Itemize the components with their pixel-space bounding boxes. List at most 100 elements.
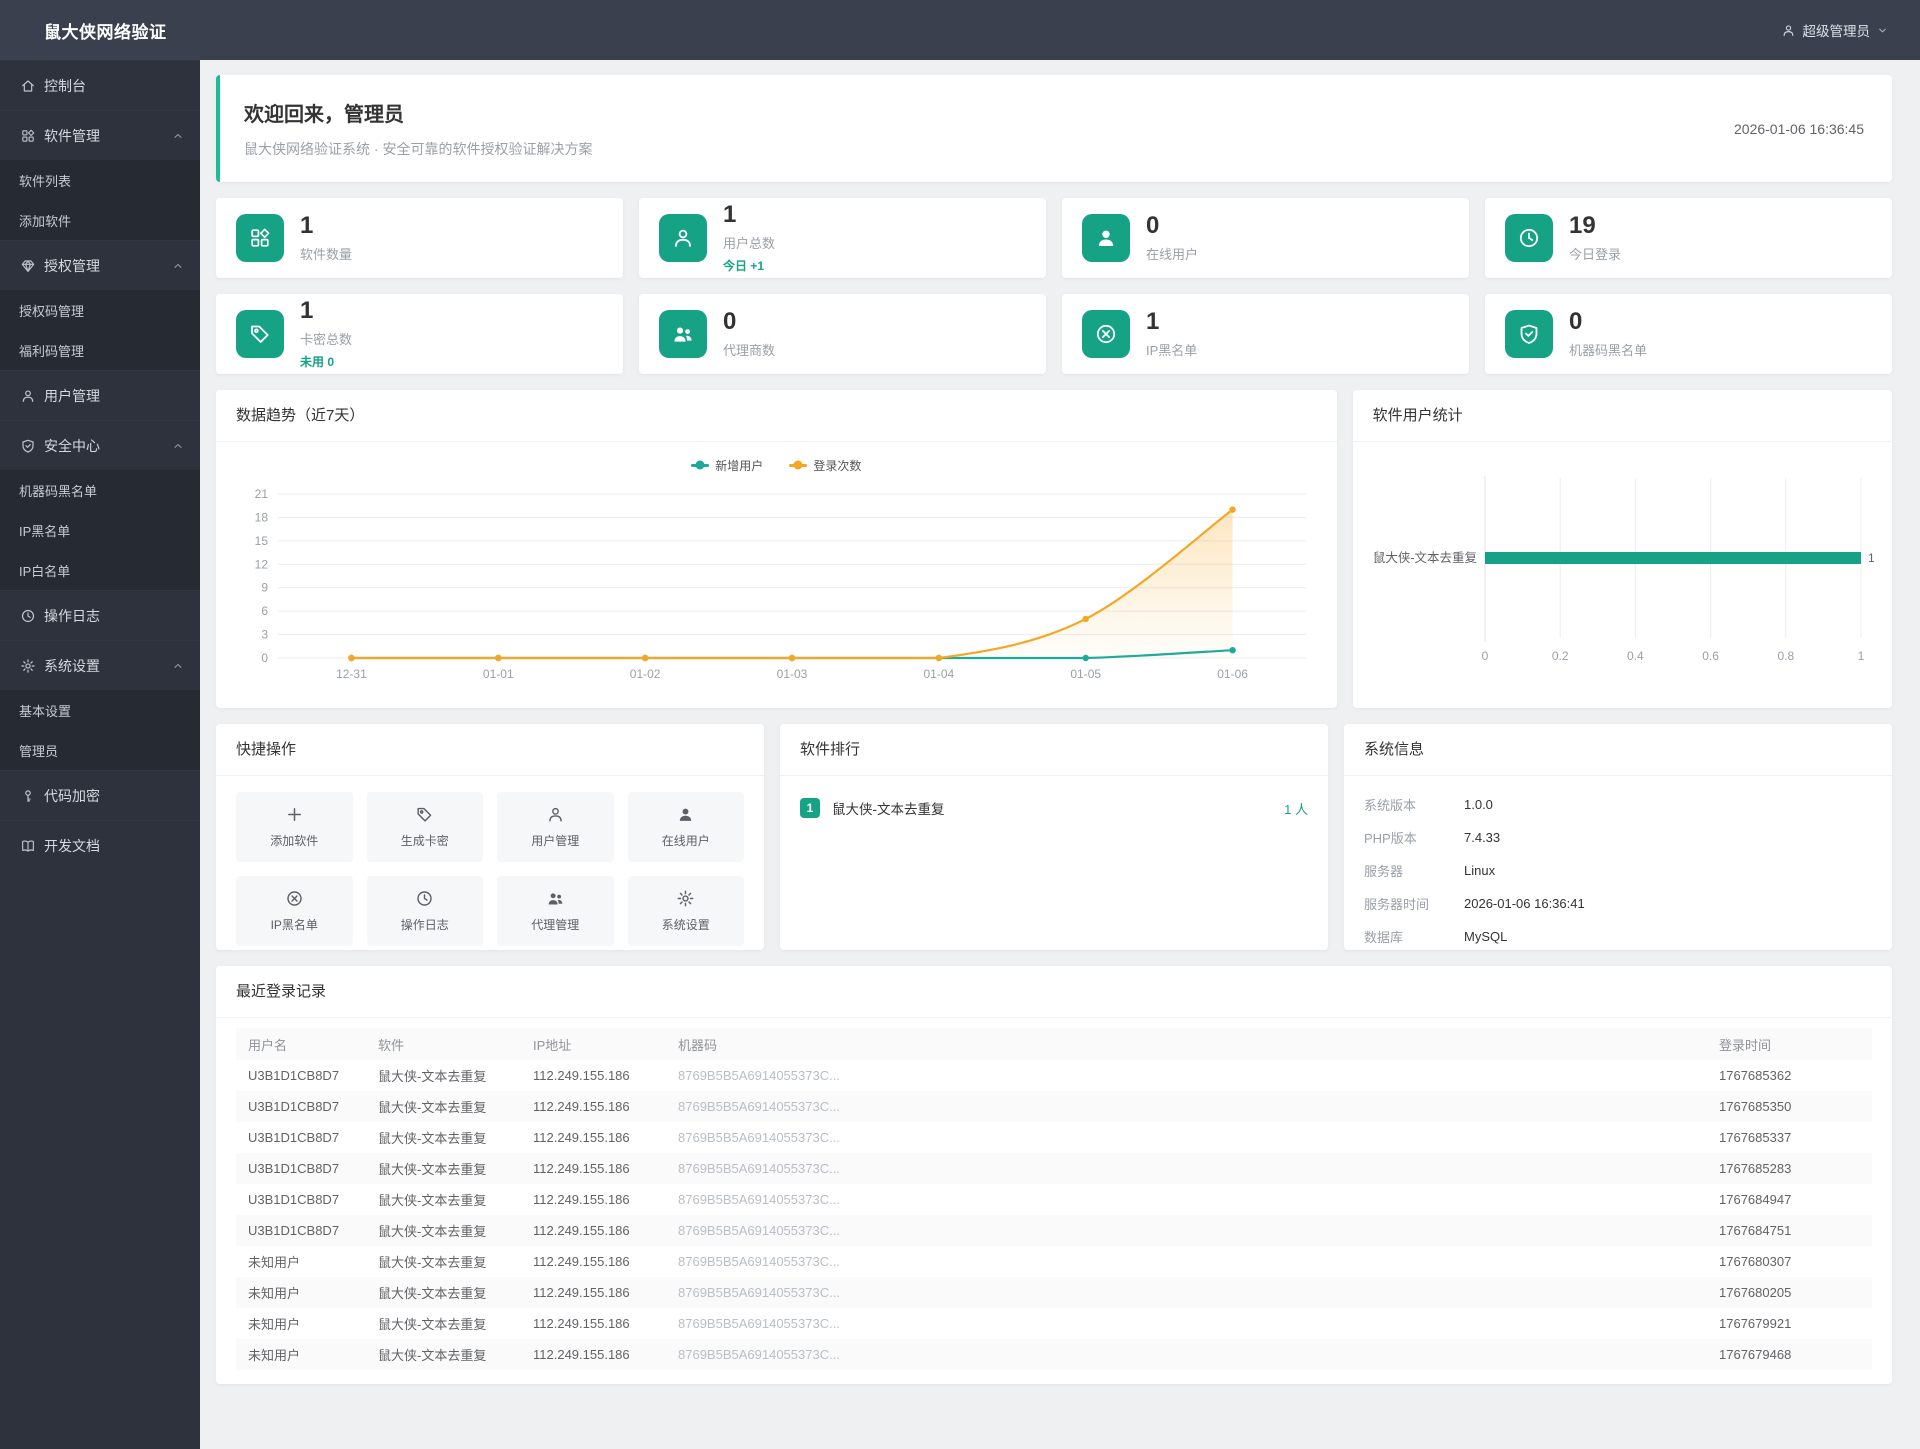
svg-text:鼠大侠-文本去重复: 鼠大侠-文本去重复: [1372, 550, 1477, 565]
sidebar-item-label: 管理员: [19, 743, 59, 759]
cell-ip: 112.249.155.186: [533, 1347, 630, 1362]
quick-action-icon: [415, 889, 434, 908]
stat-label: 今日登录: [1569, 246, 1622, 262]
sidebar-item[interactable]: 管理员: [0, 730, 200, 770]
person-icon: [1781, 23, 1796, 38]
sidebar-item[interactable]: 软件管理: [0, 110, 200, 160]
table-header-cell: 登录时间: [1707, 1028, 1872, 1060]
cell-software: 鼠大侠-文本去重复: [378, 1069, 487, 1084]
table-header-cell: 软件: [366, 1028, 521, 1060]
sidebar-item[interactable]: IP黑名单: [0, 510, 200, 550]
table-header-cell: 用户名: [236, 1028, 366, 1060]
cell-software: 鼠大侠-文本去重复: [378, 1255, 487, 1270]
table-row: 未知用户 鼠大侠-文本去重复 112.249.155.186 8769B5B5A…: [236, 1339, 1872, 1370]
sidebar-item[interactable]: 基本设置: [0, 690, 200, 730]
sidebar-item[interactable]: 机器码黑名单: [0, 470, 200, 510]
stat-value: 0: [723, 307, 737, 335]
sidebar-item[interactable]: 安全中心: [0, 420, 200, 470]
quick-action-button[interactable]: 代理管理: [497, 876, 614, 946]
quick-action-icon: [285, 889, 304, 908]
sidebar-item[interactable]: 操作日志: [0, 590, 200, 640]
sidebar-item[interactable]: 系统设置: [0, 640, 200, 690]
quick-action-label: 操作日志: [400, 918, 449, 932]
quick-action-button[interactable]: 系统设置: [627, 876, 744, 946]
sidebar-item-label: 基本设置: [19, 703, 72, 719]
system-info-label: 系统版本: [1364, 798, 1417, 813]
quick-action-icon: [546, 889, 565, 908]
welcome-timestamp: 2026-01-06 16:36:45: [1734, 120, 1864, 137]
cell-username: U3B1D1CB8D7: [248, 1223, 340, 1238]
svg-text:01-01: 01-01: [483, 667, 514, 681]
legend-item[interactable]: 新增用户: [691, 457, 763, 474]
sidebar-item-label: 代码加密: [44, 787, 100, 804]
sidebar-item-label: 安全中心: [44, 437, 100, 454]
sidebar-item[interactable]: 软件列表: [0, 160, 200, 200]
quick-action-label: IP黑名单: [270, 918, 318, 932]
quick-action-button[interactable]: 用户管理: [497, 792, 614, 862]
cell-machine-code: 8769B5B5A6914055373C...: [678, 1223, 840, 1238]
sidebar-item-icon: [20, 788, 36, 804]
system-info-value: 1.0.0: [1464, 797, 1493, 812]
sidebar-item-label: 软件管理: [44, 127, 100, 144]
brand-title: 鼠大侠网络验证: [44, 22, 167, 42]
sidebar-item-icon: [20, 128, 36, 144]
software-ranking-title: 软件排行: [780, 724, 1328, 776]
quick-action-button[interactable]: 添加软件: [236, 792, 353, 862]
system-info-row: 服务器时间 2026-01-06 16:36:41: [1364, 887, 1872, 920]
system-info-row: PHP版本 7.4.33: [1364, 821, 1872, 854]
quick-action-button[interactable]: 操作日志: [366, 876, 483, 946]
sidebar-item[interactable]: 授权码管理: [0, 290, 200, 330]
sidebar-item[interactable]: 控制台: [0, 60, 200, 110]
sidebar-item[interactable]: 开发文档: [0, 820, 200, 870]
quick-action-button[interactable]: IP黑名单: [236, 876, 353, 946]
cell-software: 鼠大侠-文本去重复: [378, 1348, 487, 1363]
quick-action-button[interactable]: 生成卡密: [366, 792, 483, 862]
cell-username: U3B1D1CB8D7: [248, 1099, 340, 1114]
svg-text:3: 3: [261, 628, 268, 642]
sidebar-item[interactable]: 代码加密: [0, 770, 200, 820]
stat-extra: 未用 0: [300, 354, 335, 369]
system-info-value: MySQL: [1464, 929, 1508, 944]
stat-card-icon: [236, 214, 284, 262]
table-row: 未知用户 鼠大侠-文本去重复 112.249.155.186 8769B5B5A…: [236, 1246, 1872, 1277]
svg-text:0.4: 0.4: [1627, 649, 1644, 663]
stat-value: 0: [1146, 211, 1160, 239]
legend-item[interactable]: 登录次数: [789, 457, 861, 474]
system-info-value: Linux: [1464, 863, 1496, 878]
cell-login-time: 1767680307: [1719, 1254, 1792, 1269]
svg-text:12: 12: [255, 557, 269, 571]
sidebar-item[interactable]: 福利码管理: [0, 330, 200, 370]
stat-card: 1 IP黑名单: [1062, 294, 1469, 374]
welcome-banner: 欢迎回来，管理员 鼠大侠网络验证系统 · 安全可靠的软件授权验证解决方案 202…: [216, 75, 1892, 182]
cell-ip: 112.249.155.186: [533, 1192, 630, 1207]
stat-card: 0 机器码黑名单: [1485, 294, 1892, 374]
svg-text:0.8: 0.8: [1777, 649, 1794, 663]
sidebar-item[interactable]: 授权管理: [0, 240, 200, 290]
cell-ip: 112.249.155.186: [533, 1223, 630, 1238]
software-stats-title: 软件用户统计: [1352, 390, 1892, 442]
stat-label: IP黑名单: [1146, 342, 1198, 358]
cell-username: U3B1D1CB8D7: [248, 1161, 340, 1176]
cell-software: 鼠大侠-文本去重复: [378, 1317, 487, 1332]
system-info-label: PHP版本: [1364, 831, 1417, 846]
software-ranking-card: 软件排行 1 鼠大侠-文本去重复 1 人: [780, 724, 1328, 950]
chevron-up-icon: [172, 440, 184, 452]
sidebar-item[interactable]: 用户管理: [0, 370, 200, 420]
stat-label: 代理商数: [723, 342, 776, 358]
sidebar-item[interactable]: 添加软件: [0, 200, 200, 240]
quick-action-icon: [676, 805, 695, 824]
cell-machine-code: 8769B5B5A6914055373C...: [678, 1130, 840, 1145]
sidebar-item-icon: [20, 658, 36, 674]
rank-badge: 1: [800, 798, 820, 818]
system-info-value: 2026-01-06 16:36:41: [1464, 896, 1585, 911]
legend-marker-dot: [793, 460, 803, 470]
cell-machine-code: 8769B5B5A6914055373C...: [678, 1285, 840, 1300]
sidebar-item-icon: [20, 388, 36, 404]
quick-action-button[interactable]: 在线用户: [627, 792, 744, 862]
sidebar-item[interactable]: IP白名单: [0, 550, 200, 590]
table-row: U3B1D1CB8D7 鼠大侠-文本去重复 112.249.155.186 87…: [236, 1060, 1872, 1091]
cell-software: 鼠大侠-文本去重复: [378, 1193, 487, 1208]
user-menu[interactable]: 超级管理员: [1781, 20, 1889, 40]
cell-ip: 112.249.155.186: [533, 1316, 630, 1331]
cell-machine-code: 8769B5B5A6914055373C...: [678, 1316, 840, 1331]
